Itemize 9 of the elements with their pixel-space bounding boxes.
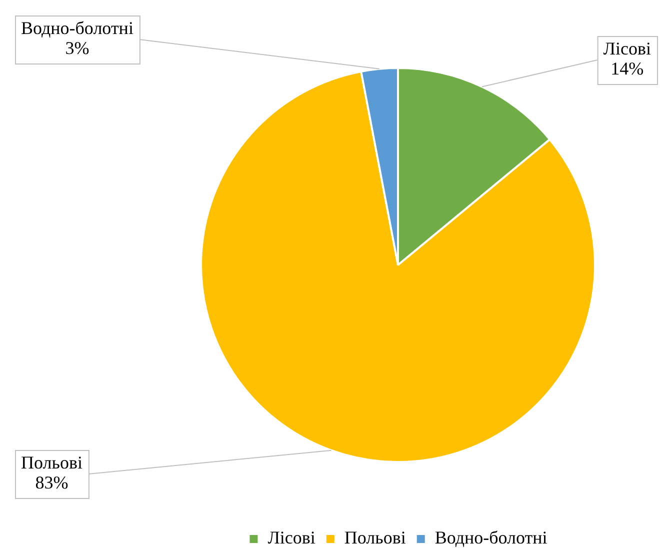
data-label: 83%	[35, 472, 68, 493]
legend-label: Польові	[344, 528, 406, 548]
data-label: 14%	[610, 58, 644, 79]
slice-label: Лісові	[603, 38, 651, 59]
slice-label: Польові	[21, 452, 82, 473]
legend-label: Лісові	[268, 528, 316, 548]
slice-label: Водно-болотні	[20, 18, 134, 38]
data-label: 3%	[65, 38, 90, 58]
legend-label: Водно-болотні	[434, 528, 548, 548]
